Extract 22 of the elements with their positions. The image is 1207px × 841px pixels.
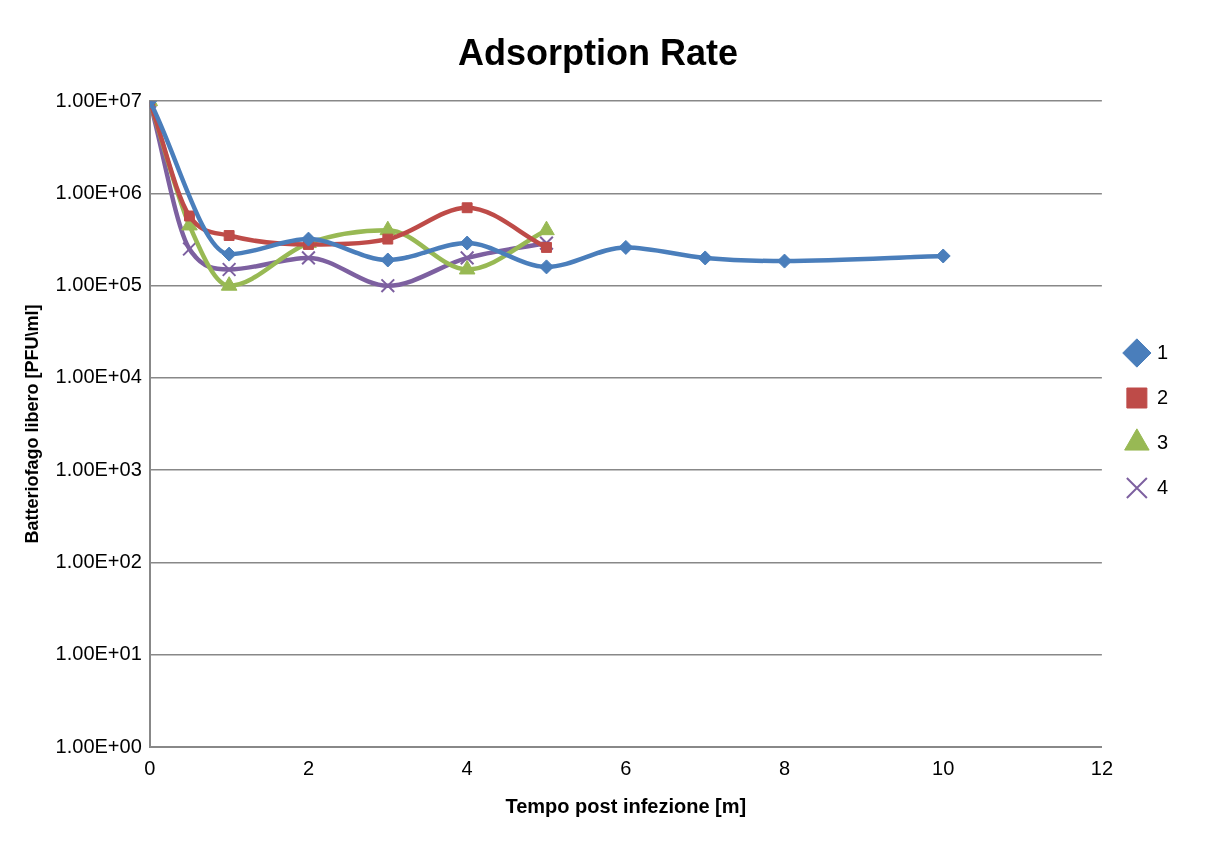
chart-title: Adsorption Rate	[457, 31, 739, 73]
x-tick-label: 0	[144, 756, 156, 779]
y-tick-label: 1.00E+04	[55, 365, 142, 388]
y-tick-label: 1.00E+03	[55, 457, 142, 480]
x-tick-label: 10	[932, 756, 955, 779]
y-tick-label: 1.00E+05	[55, 273, 142, 296]
y-tick-label: 1.00E+06	[55, 180, 142, 203]
y-tick-label: 1.00E+01	[55, 642, 142, 665]
legend-label: 4	[1156, 475, 1168, 498]
legend-label: 2	[1156, 385, 1168, 408]
x-tick-label: 2	[302, 756, 315, 779]
y-axis-title: Batteriofago libero [PFU\ml]	[21, 304, 42, 544]
x-tick-label: 4	[461, 756, 473, 779]
y-tick-label: 1.00E+07	[55, 88, 142, 111]
x-tick-label: 8	[778, 756, 791, 779]
y-tick-label: 1.00E+00	[55, 734, 142, 757]
legend-label: 1	[1156, 340, 1168, 363]
x-axis-title: Tempo post infezione [m]	[505, 794, 747, 817]
x-tick-label: 6	[620, 756, 632, 779]
y-tick-label: 1.00E+02	[55, 550, 142, 572]
x-tick-label: 12	[1090, 756, 1113, 779]
legend-label: 3	[1156, 430, 1168, 453]
